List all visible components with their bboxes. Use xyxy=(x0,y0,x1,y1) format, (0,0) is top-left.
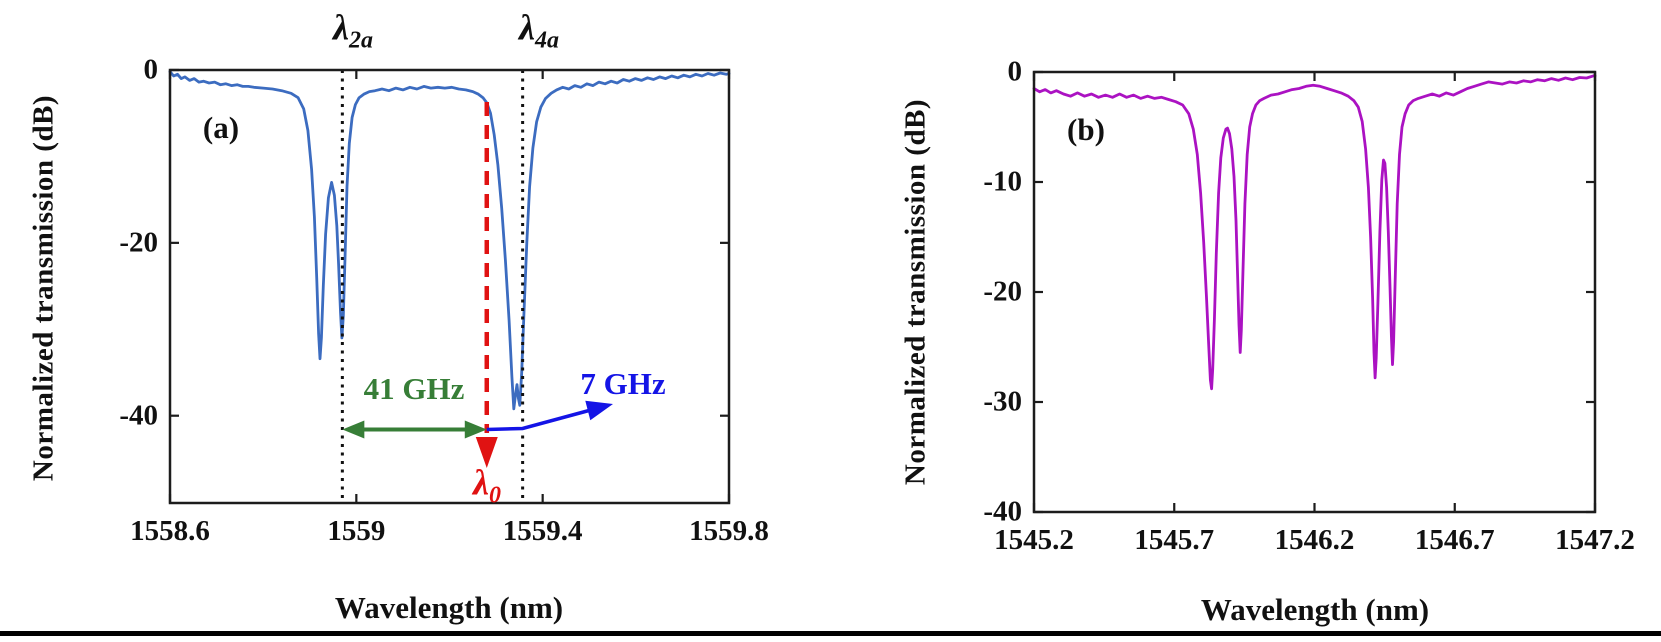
lambda-0-annotation: λ0 xyxy=(473,465,501,508)
panel-b-label: (b) xyxy=(1067,112,1105,147)
x-tick-label: 1558.6 xyxy=(130,515,210,547)
lambda-subscript: 0 xyxy=(488,482,501,509)
x-tick-label: 1547.2 xyxy=(1555,524,1635,556)
x-tick-label: 1546.2 xyxy=(1274,524,1355,556)
bottom-border xyxy=(0,631,1661,636)
lambda-2a-annotation: λ2a xyxy=(333,10,373,53)
x-tick-label: 1559.8 xyxy=(689,515,769,547)
x-tick-label: 1546.7 xyxy=(1414,524,1495,556)
panel-b-y-axis-title: Normalized transmission (dB) xyxy=(899,98,932,486)
spacing-41ghz-label: 41 GHz xyxy=(363,371,465,406)
y-tick-label: -20 xyxy=(983,275,1022,308)
lambda-0-arrowhead xyxy=(475,437,498,468)
panel-a-curve xyxy=(168,70,731,411)
lambda-symbol: λ xyxy=(519,7,535,48)
offset-7ghz-arrowhead xyxy=(585,400,613,421)
x-tick-label: 1559.4 xyxy=(502,515,583,547)
x-tick-label: 1559 xyxy=(327,515,386,547)
spacing-41ghz-arrowhead-left xyxy=(342,420,365,439)
panel-a-x-axis-title: Wavelength (nm) xyxy=(334,590,564,625)
lambda-subscript: 2a xyxy=(348,27,373,54)
y-tick-label: 0 xyxy=(1007,55,1023,88)
y-tick-label: -40 xyxy=(119,399,158,432)
panel-b-curve xyxy=(1032,74,1597,391)
panel-a-axes-box xyxy=(168,68,731,505)
panel-b-x-axis-title: Wavelength (nm) xyxy=(1200,592,1430,627)
lambda-subscript: 4a xyxy=(534,27,559,54)
y-tick-label: -30 xyxy=(983,385,1022,418)
y-tick-label: -10 xyxy=(983,165,1022,198)
panel-a-y-axis-title: Normalized transmission (dB) xyxy=(27,94,60,482)
lambda-symbol: λ xyxy=(333,7,349,48)
y-tick-label: 0 xyxy=(143,53,159,86)
offset-7ghz-arrow-line xyxy=(486,408,590,432)
panel-b-axes-box xyxy=(1032,70,1597,514)
panel-a-label: (a) xyxy=(202,110,240,145)
y-tick-label: -20 xyxy=(119,226,158,259)
x-tick-label: 1545.7 xyxy=(1134,524,1215,556)
lambda-symbol: λ xyxy=(473,462,489,503)
lambda-4a-annotation: λ4a xyxy=(519,10,559,53)
y-tick-label: -40 xyxy=(983,495,1022,528)
spacing-41ghz-arrowhead-right xyxy=(464,420,487,439)
x-tick-label: 1545.2 xyxy=(994,524,1074,556)
offset-7ghz-label: 7 GHz xyxy=(580,366,666,401)
